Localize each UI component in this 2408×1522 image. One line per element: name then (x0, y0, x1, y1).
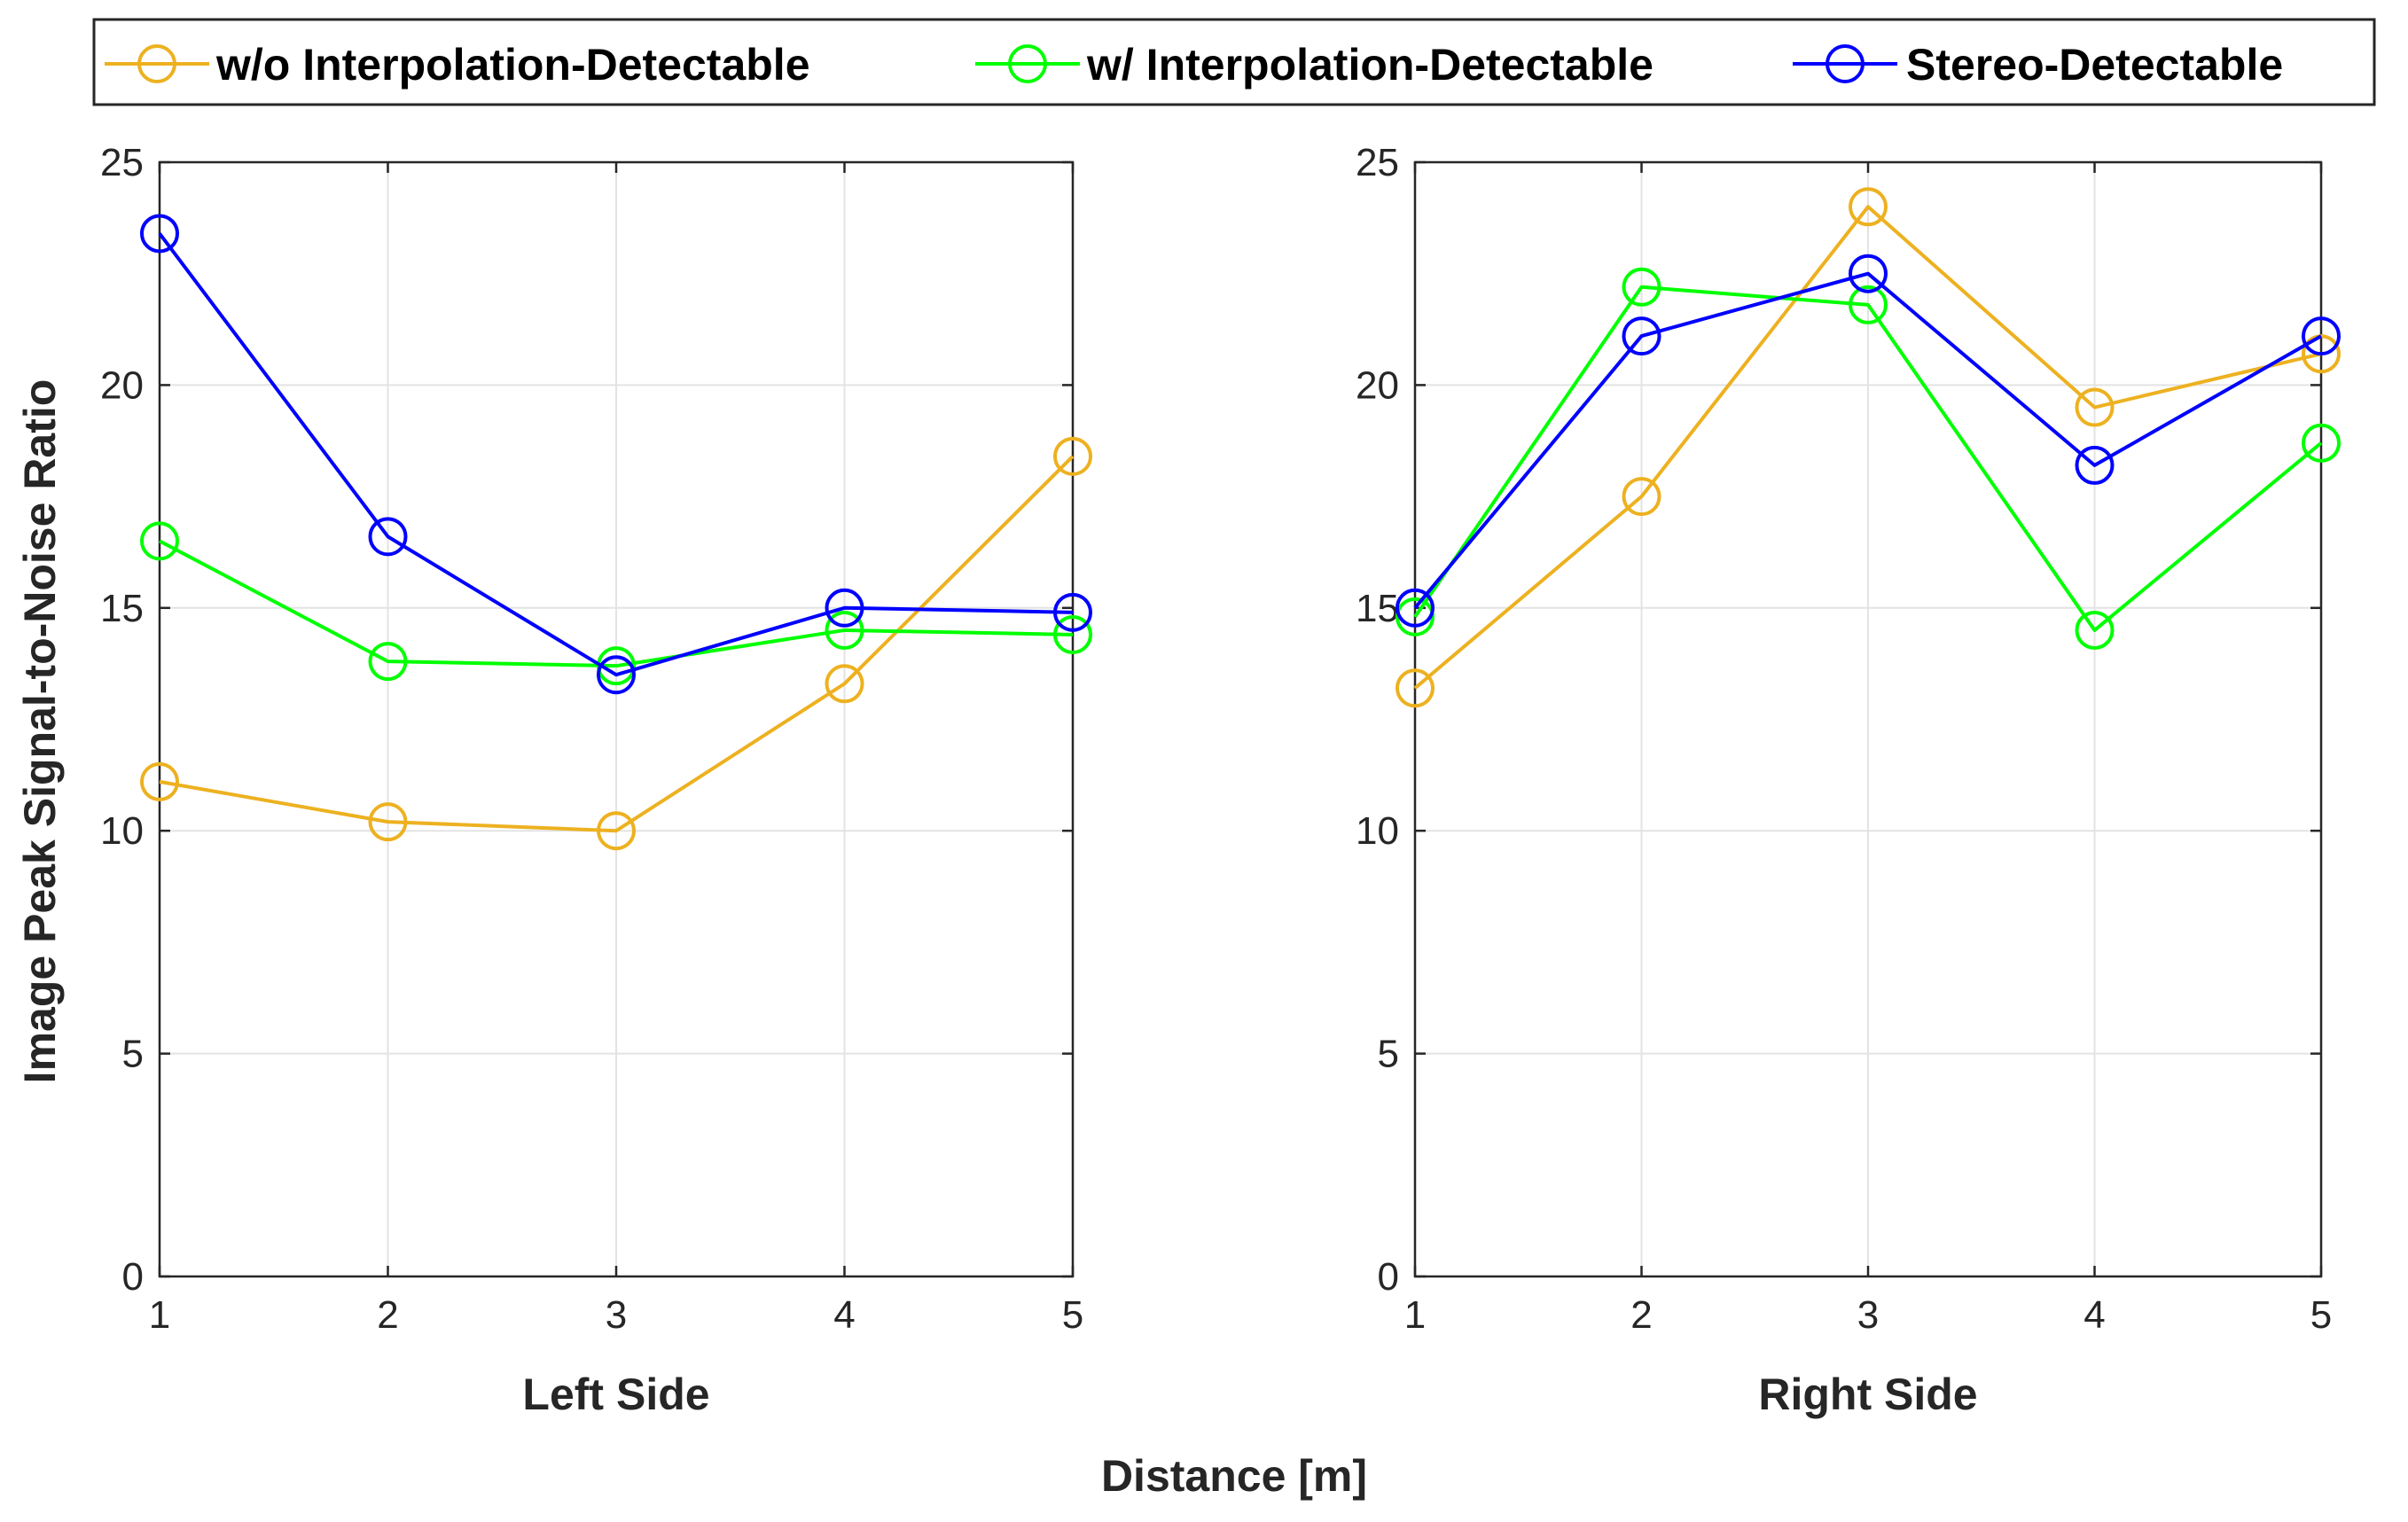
right-series (1396, 187, 2341, 708)
right-point-wo-interpolation (2075, 387, 2115, 427)
left-subplot: 1 2 3 4 5 0 5 10 15 20 25 Left Side (100, 141, 1092, 1419)
left-x-tick-label: 1 (149, 1293, 170, 1337)
left-point-wo-interpolation (1053, 436, 1092, 476)
legend-label-w-interpolation: w/ Interpolation-Detectable (1086, 40, 1654, 90)
right-x-tick-label: 1 (1404, 1293, 1426, 1337)
left-point-wo-interpolation (597, 811, 636, 851)
right-y-tick-label: 20 (1356, 363, 1399, 407)
right-series-line-w-interpolation (1413, 285, 2323, 632)
left-grid (159, 161, 1074, 1277)
legend-label-stereo: Stereo-Detectable (1906, 40, 2283, 90)
left-point-w-interpolation (140, 521, 179, 561)
left-point-wo-interpolation (368, 802, 408, 842)
right-x-tick-label: 3 (1857, 1293, 1879, 1337)
left-y-tick-label: 10 (100, 809, 144, 853)
right-point-stereo (1849, 254, 1888, 293)
right-x-tick-label: 5 (2310, 1293, 2332, 1337)
right-series-line-wo-interpolation (1413, 205, 2322, 690)
right-y-tick-label: 10 (1356, 809, 1399, 853)
left-x-axis-label: Left Side (522, 1370, 709, 1419)
legend-box (92, 18, 2376, 106)
right-point-wo-interpolation (1849, 187, 1888, 227)
legend-marker-stereo (1826, 44, 1865, 83)
left-ticks: 1 2 3 4 5 0 5 10 15 20 25 (100, 141, 1083, 1337)
right-point-w-interpolation (1622, 267, 1661, 307)
left-point-stereo (368, 517, 408, 557)
right-y-tick-label: 25 (1356, 141, 1399, 184)
right-point-w-interpolation (2075, 610, 2115, 650)
left-x-tick-label: 5 (1062, 1293, 1083, 1337)
left-series (140, 214, 1092, 851)
right-subplot: 1 2 3 4 5 0 5 10 15 20 25 Right Side (1356, 141, 2341, 1419)
right-point-w-interpolation (1396, 597, 1435, 636)
right-point-stereo (2302, 316, 2341, 356)
left-y-tick-label: 0 (122, 1255, 144, 1299)
left-y-tick-label: 5 (122, 1033, 144, 1076)
right-point-stereo (1622, 316, 1661, 356)
left-x-tick-label: 2 (377, 1293, 398, 1337)
left-point-w-interpolation (825, 610, 864, 650)
right-y-tick-label: 5 (1378, 1033, 1399, 1076)
left-point-stereo (140, 214, 179, 254)
right-series-line-stereo (1413, 271, 2322, 610)
legend-entry-stereo: Stereo-Detectable (1793, 40, 2283, 90)
shared-y-axis-label: Image Peak Signal-to-Noise Ratio (15, 379, 65, 1084)
right-x-tick-label: 4 (2084, 1293, 2105, 1337)
left-point-wo-interpolation (825, 664, 864, 704)
left-series-line-w-interpolation (159, 539, 1074, 668)
right-point-w-interpolation (1849, 285, 1888, 324)
legend: w/o Interpolation-Detectable w/ Interpol… (92, 18, 2376, 106)
left-point-stereo (825, 588, 864, 628)
right-y-tick-label: 0 (1378, 1255, 1399, 1299)
right-point-stereo (1396, 588, 1435, 628)
left-x-tick-label: 3 (606, 1293, 627, 1337)
right-grid (1414, 161, 2322, 1277)
left-point-stereo (597, 655, 636, 695)
left-point-stereo (1053, 592, 1092, 632)
shared-x-axis-label: Distance [m] (1101, 1451, 1367, 1501)
left-x-tick-label: 4 (833, 1293, 855, 1337)
legend-entry-w-interpolation: w/ Interpolation-Detectable (975, 40, 1654, 90)
right-y-tick-label: 15 (1356, 587, 1399, 630)
legend-label-wo-interpolation: w/o Interpolation-Detectable (215, 40, 810, 90)
right-point-wo-interpolation (1622, 477, 1661, 517)
left-y-tick-label: 25 (100, 141, 144, 184)
legend-marker-w-interpolation (1008, 44, 1047, 83)
right-point-stereo (2075, 445, 2115, 485)
right-point-wo-interpolation (1396, 668, 1435, 708)
right-point-w-interpolation (2302, 423, 2341, 463)
left-point-wo-interpolation (140, 761, 179, 801)
left-y-tick-label: 15 (100, 587, 144, 630)
legend-entry-wo-interpolation: w/o Interpolation-Detectable (105, 40, 810, 90)
left-point-w-interpolation (1053, 614, 1092, 654)
right-x-axis-label: Right Side (1758, 1370, 1977, 1419)
right-ticks: 1 2 3 4 5 0 5 10 15 20 25 (1356, 141, 2332, 1337)
left-point-w-interpolation (368, 642, 408, 682)
left-series-line-stereo (158, 232, 1074, 677)
legend-marker-wo-interpolation (137, 44, 176, 83)
left-y-tick-label: 20 (100, 363, 144, 407)
right-x-tick-label: 2 (1630, 1293, 1652, 1337)
